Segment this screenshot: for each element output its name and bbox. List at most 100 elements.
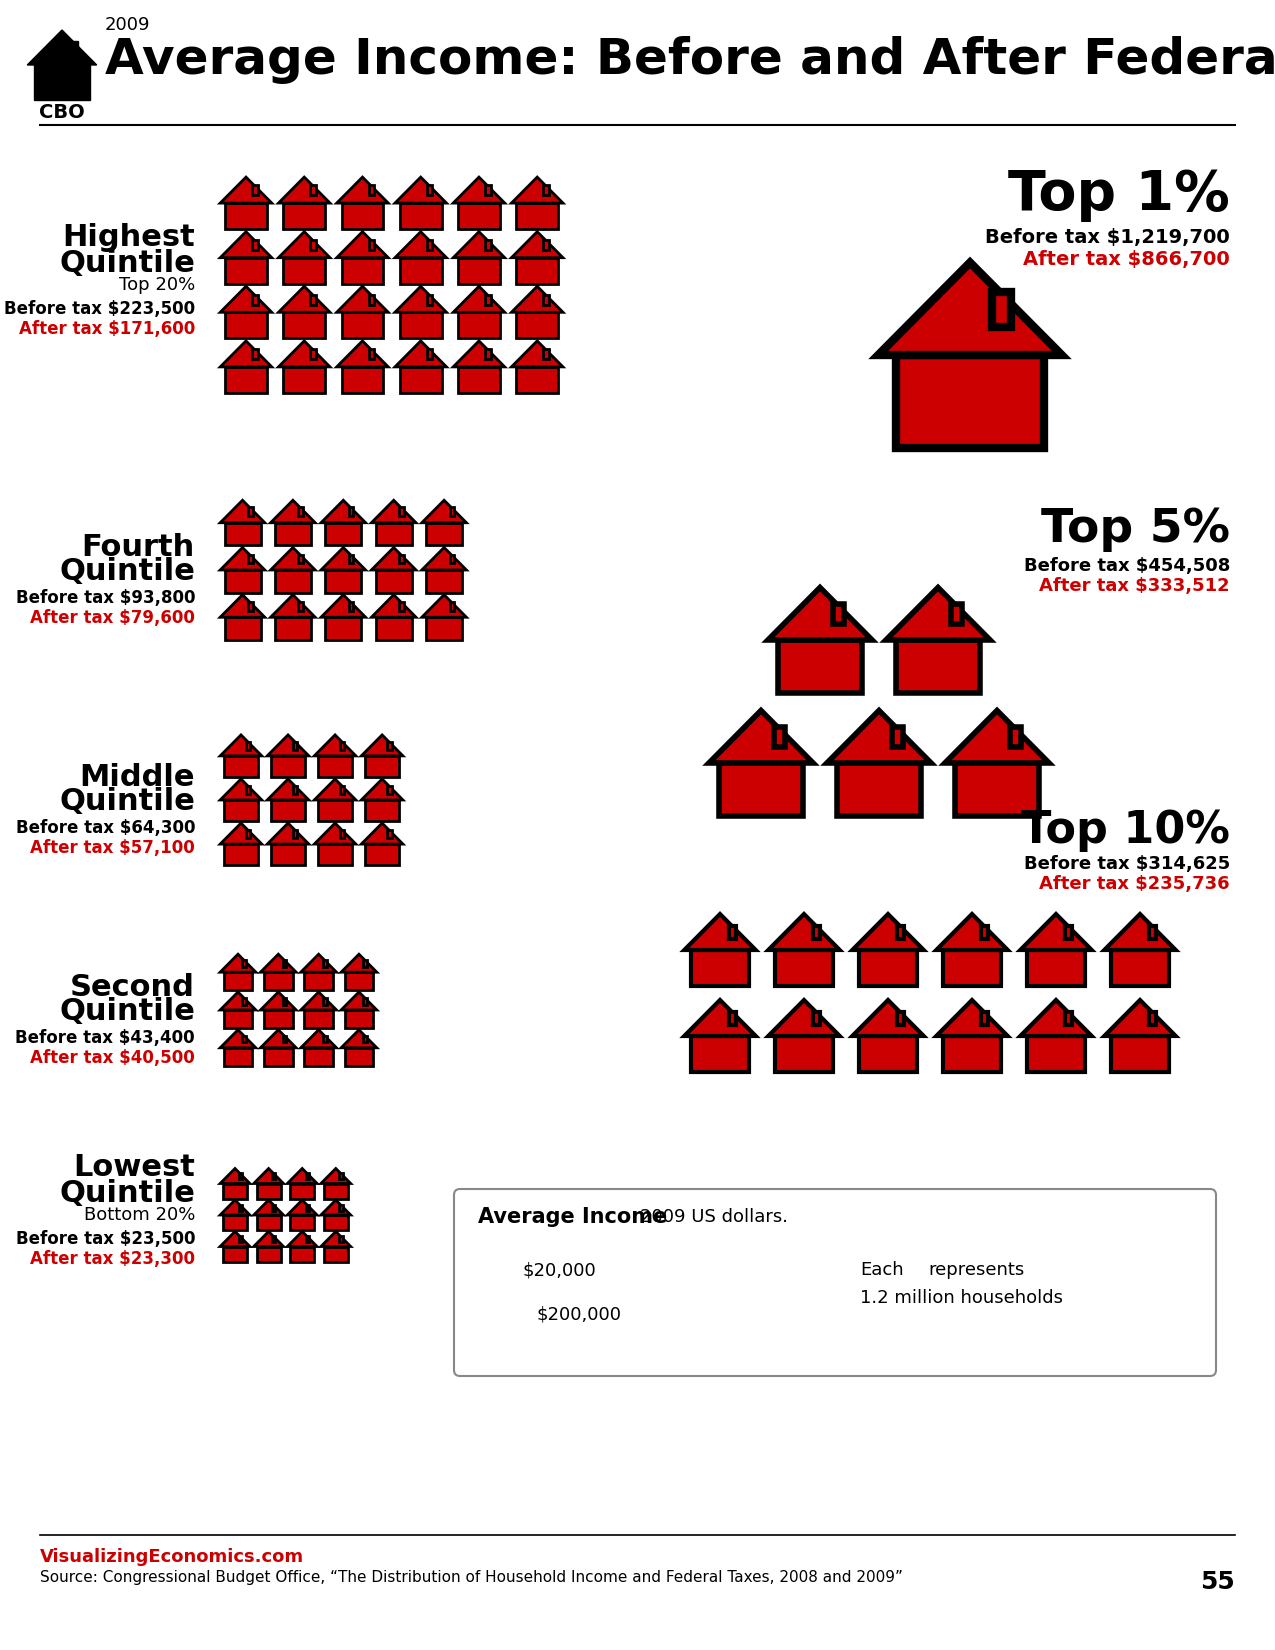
Bar [324, 1214, 348, 1229]
Bar [34, 64, 91, 101]
Polygon shape [511, 177, 564, 203]
Polygon shape [278, 342, 330, 366]
Bar [368, 295, 374, 305]
Bar [323, 998, 326, 1005]
Bar [272, 756, 305, 777]
Bar [252, 295, 258, 305]
Polygon shape [511, 231, 564, 257]
Text: Bottom 20%: Bottom 20% [84, 1206, 195, 1224]
Bar [477, 1315, 523, 1345]
Polygon shape [321, 548, 366, 569]
Text: Average Income: Before and After Federal Taxes: Average Income: Before and After Federal… [105, 36, 1275, 84]
Text: Fourth: Fourth [82, 533, 195, 563]
Text: CBO: CBO [40, 102, 85, 122]
Polygon shape [301, 992, 337, 1010]
Text: After tax $866,700: After tax $866,700 [1024, 249, 1230, 269]
Polygon shape [278, 177, 330, 203]
Bar [399, 602, 404, 610]
Bar [426, 523, 462, 544]
Polygon shape [852, 1000, 923, 1036]
Text: Each: Each [861, 1261, 904, 1279]
Bar [340, 785, 344, 794]
Polygon shape [453, 342, 505, 366]
Bar [348, 602, 353, 610]
Polygon shape [260, 992, 296, 1010]
Text: Average Income: Average Income [478, 1208, 667, 1228]
Polygon shape [221, 287, 272, 312]
Text: represents: represents [928, 1261, 1024, 1279]
Bar [896, 640, 980, 693]
Bar [256, 1183, 280, 1198]
Bar [256, 1214, 280, 1229]
Bar [342, 312, 384, 338]
Bar [264, 1048, 293, 1066]
Bar [283, 998, 287, 1005]
Polygon shape [260, 954, 296, 972]
Bar [944, 1036, 1001, 1072]
Bar [904, 1270, 921, 1280]
Text: Quintile: Quintile [59, 558, 195, 586]
Polygon shape [903, 1261, 922, 1270]
Bar [896, 926, 904, 939]
Polygon shape [395, 231, 446, 257]
Polygon shape [936, 914, 1007, 950]
Bar [311, 350, 316, 360]
Polygon shape [270, 594, 315, 617]
Text: After tax $235,736: After tax $235,736 [1039, 874, 1230, 893]
Polygon shape [221, 594, 265, 617]
Bar [238, 1173, 242, 1180]
Polygon shape [936, 1000, 1007, 1036]
Bar [340, 741, 344, 749]
Bar [400, 312, 441, 338]
Bar [486, 295, 491, 305]
Bar [306, 1204, 309, 1211]
Text: Quintile: Quintile [59, 1178, 195, 1208]
Bar [543, 295, 548, 305]
Polygon shape [268, 823, 309, 845]
Text: After tax $333,512: After tax $333,512 [1039, 578, 1230, 596]
Bar [1149, 926, 1156, 939]
Polygon shape [769, 914, 840, 950]
Polygon shape [685, 1000, 756, 1036]
Bar [223, 1010, 252, 1028]
Polygon shape [254, 1168, 283, 1183]
Text: Before tax $314,625: Before tax $314,625 [1024, 855, 1230, 873]
Bar [226, 366, 266, 393]
Polygon shape [314, 734, 356, 756]
Polygon shape [221, 992, 256, 1010]
Polygon shape [395, 342, 446, 366]
Bar [775, 1036, 833, 1072]
Bar [427, 350, 432, 360]
Text: Top 10%: Top 10% [1021, 808, 1230, 851]
Bar [992, 292, 1011, 327]
Bar [366, 845, 399, 865]
Bar [306, 1173, 309, 1180]
Polygon shape [878, 262, 1062, 355]
Polygon shape [685, 914, 756, 950]
Bar [293, 741, 297, 749]
Bar [426, 617, 462, 640]
Polygon shape [511, 342, 564, 366]
Bar [955, 762, 1039, 815]
Bar [275, 523, 311, 544]
Polygon shape [361, 734, 403, 756]
Bar [223, 1214, 247, 1229]
Polygon shape [827, 711, 931, 762]
Bar [691, 1036, 748, 1072]
Bar [728, 1011, 736, 1025]
Polygon shape [1020, 914, 1091, 950]
Bar [272, 845, 305, 865]
Polygon shape [314, 823, 356, 845]
Text: Quintile: Quintile [59, 787, 195, 817]
Polygon shape [221, 734, 261, 756]
FancyBboxPatch shape [454, 1190, 1216, 1376]
Polygon shape [268, 779, 309, 800]
Bar [283, 366, 325, 393]
Bar [305, 1048, 333, 1066]
Polygon shape [221, 500, 265, 523]
Bar [833, 604, 844, 624]
Bar [246, 741, 250, 749]
Bar [450, 554, 454, 563]
Bar [342, 366, 384, 393]
Bar [298, 508, 303, 516]
